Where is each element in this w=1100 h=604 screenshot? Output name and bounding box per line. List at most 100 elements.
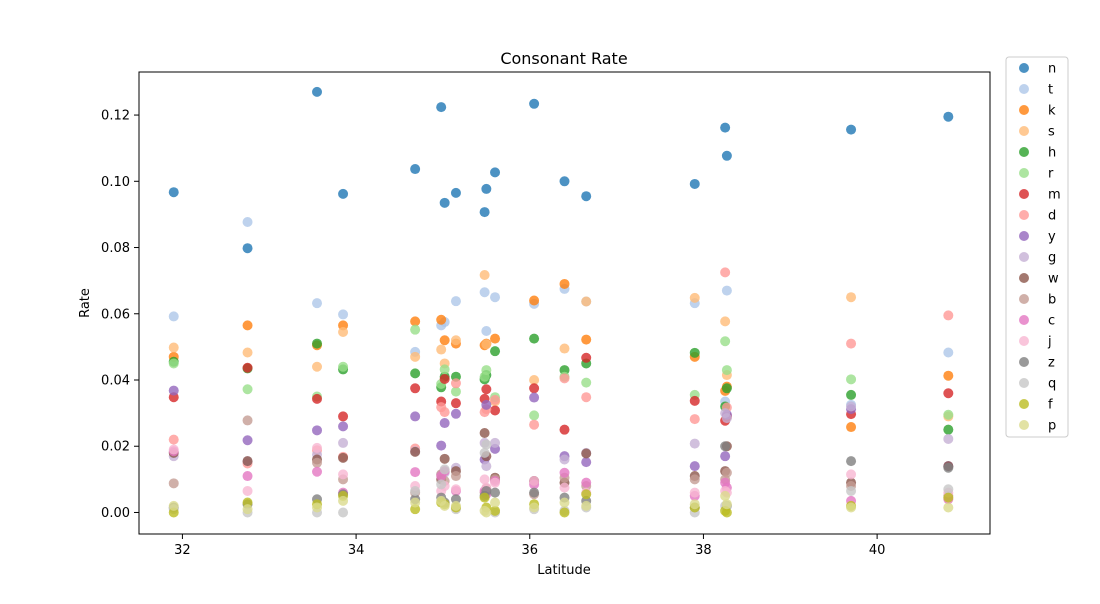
x-axis-label: Latitude xyxy=(537,563,591,578)
data-point-n xyxy=(721,150,732,161)
data-point-s xyxy=(581,296,592,307)
legend-marker-f xyxy=(1019,399,1029,409)
legend-marker-q xyxy=(1019,378,1029,388)
data-point-j xyxy=(529,476,540,487)
data-point-s xyxy=(689,292,700,303)
data-point-p xyxy=(943,502,954,513)
data-point-z xyxy=(529,487,540,498)
data-point-h xyxy=(943,424,954,435)
data-point-s xyxy=(410,351,421,362)
data-point-g xyxy=(490,437,501,448)
legend-label-t: t xyxy=(1048,83,1053,98)
data-point-n xyxy=(242,243,253,254)
plot-area xyxy=(168,86,954,518)
data-point-p xyxy=(559,497,570,508)
data-point-w xyxy=(581,448,592,459)
legend-marker-s xyxy=(1019,126,1029,136)
legend-label-n: n xyxy=(1048,62,1056,77)
legend-label-d: d xyxy=(1048,209,1056,224)
data-point-f xyxy=(559,507,570,518)
data-point-m xyxy=(410,383,421,394)
data-point-z xyxy=(943,462,954,473)
data-point-f xyxy=(490,505,501,516)
data-point-m xyxy=(490,405,501,416)
legend-label-z: z xyxy=(1048,356,1055,371)
data-point-r xyxy=(943,409,954,420)
data-point-c xyxy=(410,467,421,478)
data-point-q xyxy=(439,464,450,475)
data-point-p xyxy=(439,500,450,511)
data-point-f xyxy=(943,492,954,503)
data-point-h xyxy=(721,383,732,394)
data-point-d xyxy=(581,392,592,403)
x-tick-label: 40 xyxy=(869,543,886,558)
legend-marker-h xyxy=(1019,147,1029,157)
data-point-s xyxy=(720,316,731,327)
data-point-j xyxy=(242,485,253,496)
data-point-p xyxy=(581,500,592,511)
legend-marker-z xyxy=(1019,357,1029,367)
data-point-y xyxy=(481,399,492,410)
data-point-j xyxy=(312,442,323,453)
data-point-j xyxy=(450,484,461,495)
data-point-d xyxy=(720,267,731,278)
data-point-y xyxy=(312,425,323,436)
data-point-d xyxy=(168,434,179,445)
legend-label-y: y xyxy=(1048,230,1056,245)
legend-label-j: j xyxy=(1047,335,1052,350)
legend-marker-g xyxy=(1019,252,1029,262)
data-point-r xyxy=(721,365,732,376)
data-point-s xyxy=(479,270,490,281)
data-point-t xyxy=(338,309,349,320)
data-point-d xyxy=(439,407,450,418)
data-point-f xyxy=(479,492,490,503)
y-axis: 0.00 0.02 0.04 0.06 0.08 0.10 0.12 xyxy=(101,109,139,521)
data-point-g xyxy=(721,413,732,424)
data-point-d xyxy=(559,373,570,384)
data-point-m xyxy=(481,384,492,395)
data-point-p xyxy=(338,495,349,506)
data-point-k xyxy=(559,278,570,289)
data-point-p xyxy=(168,500,179,511)
data-point-b xyxy=(721,467,732,478)
legend-marker-k xyxy=(1019,105,1029,115)
data-point-y xyxy=(410,411,421,422)
y-tick-label: 0.04 xyxy=(101,374,130,389)
data-point-n xyxy=(479,207,490,218)
data-point-r xyxy=(720,336,731,347)
data-point-g xyxy=(481,461,492,472)
data-point-k xyxy=(943,370,954,381)
data-point-r xyxy=(450,386,461,397)
data-point-s xyxy=(529,375,540,385)
data-point-r xyxy=(481,365,492,376)
data-point-n xyxy=(439,197,450,208)
data-point-c xyxy=(581,477,592,488)
data-point-m xyxy=(529,383,540,394)
data-point-y xyxy=(450,408,461,419)
data-point-y xyxy=(168,385,179,396)
x-axis: 32 34 36 38 40 xyxy=(174,534,885,558)
data-point-t xyxy=(168,311,179,322)
y-tick-label: 0.06 xyxy=(101,307,130,322)
data-point-y xyxy=(439,418,450,429)
data-point-w xyxy=(242,456,253,467)
data-point-k xyxy=(581,334,592,345)
data-point-n xyxy=(943,111,954,122)
y-tick-label: 0.10 xyxy=(101,175,130,190)
data-point-f xyxy=(581,489,592,500)
data-point-n xyxy=(490,167,501,178)
legend-marker-j xyxy=(1019,336,1029,346)
legend-label-f: f xyxy=(1048,398,1053,413)
y-tick-label: 0.12 xyxy=(101,109,130,124)
legend-label-q: q xyxy=(1048,377,1056,392)
data-point-b xyxy=(168,478,179,489)
data-point-d xyxy=(846,338,857,349)
data-point-n xyxy=(720,122,731,133)
data-point-b xyxy=(242,415,253,426)
data-point-j xyxy=(168,444,179,455)
data-point-y xyxy=(436,440,447,451)
data-point-h xyxy=(529,333,540,344)
data-point-t xyxy=(721,285,732,296)
data-point-g xyxy=(559,454,570,465)
